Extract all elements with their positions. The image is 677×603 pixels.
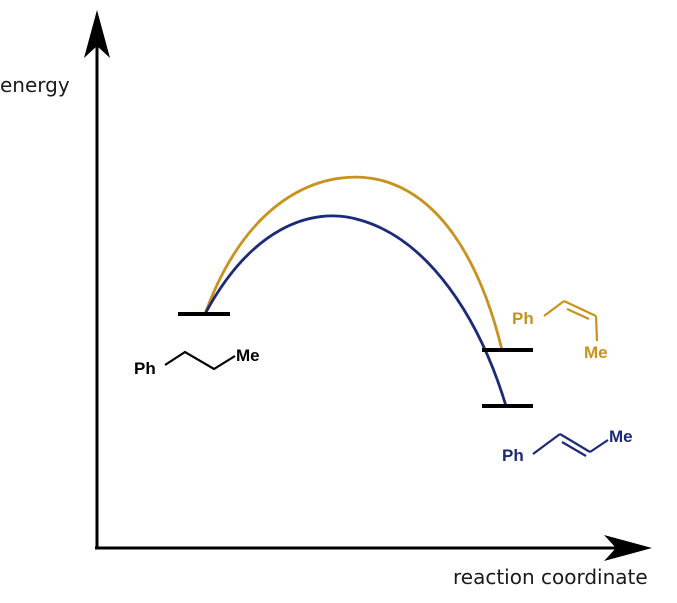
energy-levels [178, 312, 533, 408]
e-product-single-bond [532, 433, 561, 455]
e-product-ph-label: Ph [502, 446, 524, 465]
e-product-double-bond-outer [559, 433, 591, 453]
e-product-double-bond-inner [561, 441, 587, 457]
arrow-right-icon [604, 535, 652, 561]
energy-curves [203, 175, 508, 407]
x-axis-label: reaction coordinate [453, 565, 648, 589]
z-product-single-bond [543, 300, 565, 317]
e-product-methyl-bond [589, 439, 609, 453]
z-product-double-bond-inner [566, 307, 590, 321]
z-product-methyl-bond [594, 315, 599, 342]
starting-material-me-label: Me [236, 346, 260, 365]
z-product-double-bond-outer [563, 300, 597, 317]
axes [84, 10, 652, 561]
starting-material-ph-label: Ph [134, 359, 156, 378]
z-product-me-label: Me [584, 343, 608, 362]
e-product-me-label: Me [609, 427, 633, 446]
starting-material-bonds [164, 350, 236, 371]
arrow-up-icon [84, 10, 110, 58]
e-isomer-pathway-curve [203, 214, 508, 407]
e-product-structure: Ph Me [502, 427, 633, 465]
z-product-structure: Ph Me [512, 300, 608, 362]
y-axis-label: energy [0, 73, 70, 97]
z-product-ph-label: Ph [512, 309, 534, 328]
starting-material-structure: Ph Me [134, 346, 260, 378]
z-isomer-pathway-curve [203, 175, 504, 351]
